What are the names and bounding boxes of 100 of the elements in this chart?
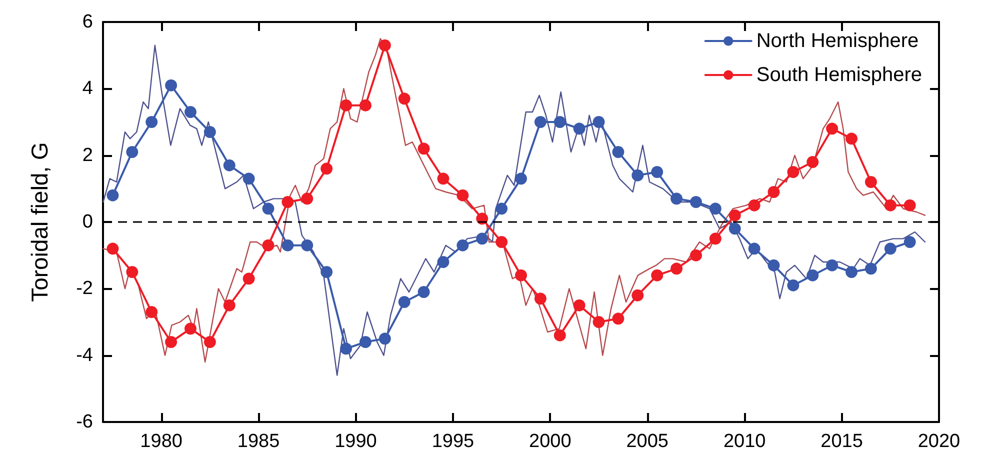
- point: [632, 289, 644, 302]
- point: [904, 236, 916, 248]
- point: [846, 132, 858, 145]
- y-tick-label: 4: [82, 78, 94, 100]
- point: [864, 262, 877, 275]
- point: [223, 299, 236, 312]
- y-axis-title: Toroidal field, G: [26, 142, 52, 302]
- point: [320, 162, 333, 175]
- point: [864, 176, 877, 188]
- point: [340, 342, 352, 355]
- point: [223, 159, 236, 172]
- point: [146, 116, 158, 128]
- point: [340, 99, 352, 112]
- point: [632, 169, 644, 182]
- point: [378, 332, 391, 345]
- point: [534, 116, 546, 128]
- point: [768, 259, 780, 272]
- point: [126, 146, 138, 158]
- point: [592, 316, 605, 328]
- point: [612, 146, 624, 158]
- point: [573, 122, 586, 135]
- point: [378, 39, 391, 52]
- point: [787, 166, 800, 178]
- x-tick-label: 1990: [334, 431, 377, 452]
- point: [709, 202, 722, 215]
- point: [826, 122, 838, 135]
- y-tick-label: 0: [82, 212, 93, 232]
- y-tick-label: 2: [82, 144, 93, 166]
- point: [806, 269, 819, 282]
- x-tick-label: 1995: [432, 431, 474, 452]
- legend-label: South Hemisphere: [756, 64, 922, 86]
- point: [282, 239, 294, 252]
- point: [670, 262, 683, 275]
- point: [476, 232, 488, 245]
- point: [573, 299, 586, 312]
- point: [418, 142, 430, 155]
- point: [806, 156, 819, 168]
- point: [456, 189, 469, 202]
- point: [768, 186, 780, 198]
- point: [554, 329, 566, 342]
- point: [728, 209, 741, 222]
- point: [554, 116, 566, 128]
- point: [165, 79, 178, 92]
- x-tick-label: 1980: [140, 431, 182, 452]
- point: [398, 296, 410, 308]
- point: [437, 172, 450, 185]
- x-tick-label: 2015: [820, 431, 863, 452]
- point: [651, 269, 664, 282]
- x-tick-label: 2020: [918, 431, 960, 452]
- point: [126, 266, 138, 278]
- y-tick-label: -4: [76, 344, 94, 366]
- point: [884, 199, 896, 212]
- y-tick-label: -6: [76, 412, 93, 432]
- point: [515, 269, 527, 282]
- x-tick-label: 2000: [529, 431, 572, 452]
- point: [204, 126, 216, 138]
- y-tick-label: -2: [76, 278, 93, 300]
- point: [204, 336, 216, 348]
- point: [184, 322, 196, 335]
- point: [496, 236, 508, 248]
- point: [242, 272, 255, 285]
- x-tick-label: 2005: [626, 431, 669, 452]
- point: [690, 196, 702, 208]
- legend-label: North Hemisphere: [756, 30, 919, 52]
- point: [534, 292, 546, 305]
- point: [612, 312, 624, 325]
- point: [359, 336, 372, 348]
- point: [418, 286, 430, 298]
- point: [146, 306, 158, 318]
- x-tick-label: 2010: [723, 431, 766, 452]
- point: [592, 116, 605, 128]
- point: [301, 239, 314, 252]
- point: [651, 166, 664, 178]
- point: [904, 199, 916, 212]
- point: [670, 192, 683, 205]
- point: [242, 172, 255, 185]
- point: [106, 242, 119, 255]
- point: [690, 249, 702, 262]
- point: [709, 232, 722, 245]
- point: [262, 239, 274, 252]
- point: [884, 242, 896, 255]
- point: [359, 99, 372, 112]
- point: [320, 266, 333, 278]
- point: [398, 92, 410, 105]
- point: [282, 196, 294, 208]
- point: [748, 242, 760, 255]
- x-tick-label: 1985: [237, 431, 280, 452]
- point: [106, 189, 119, 202]
- point: [728, 222, 741, 235]
- point: [826, 259, 838, 272]
- y-tick-label: 6: [82, 12, 93, 32]
- point: [456, 239, 469, 252]
- point: [184, 106, 196, 118]
- point: [301, 192, 314, 205]
- point: [846, 266, 858, 278]
- point: [515, 172, 527, 185]
- point: [787, 279, 800, 292]
- point: [496, 202, 508, 215]
- point: [437, 256, 450, 268]
- point: [262, 202, 274, 215]
